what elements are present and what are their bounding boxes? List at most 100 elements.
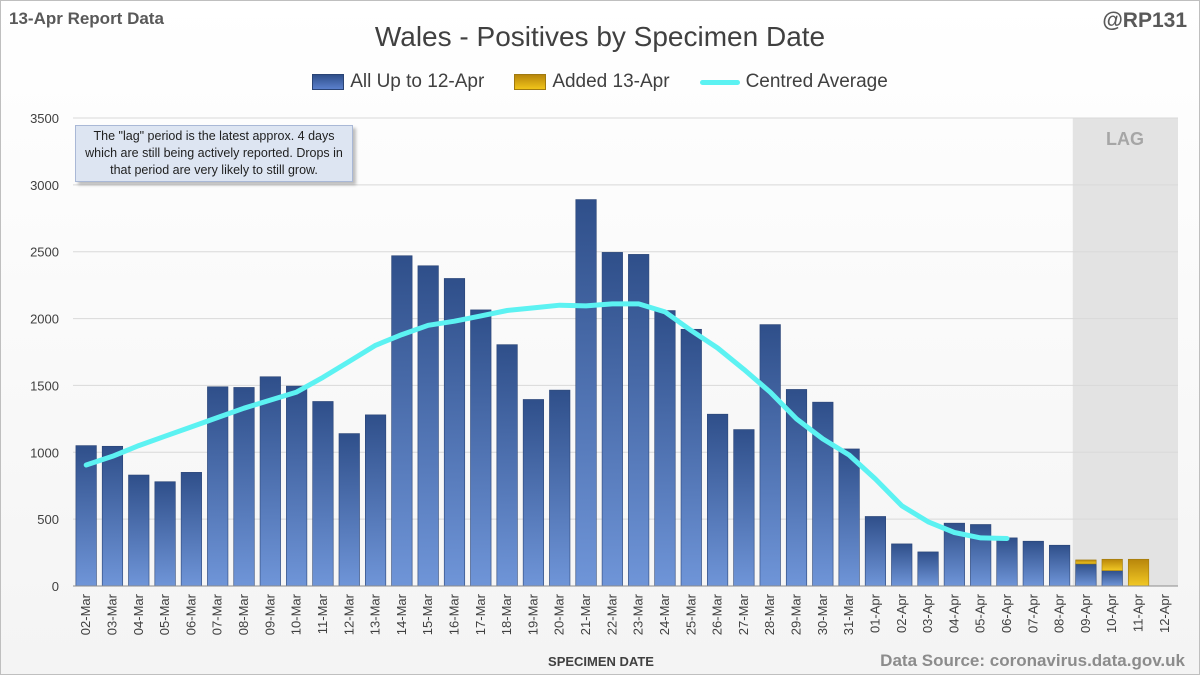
x-tick-label: 04-Mar <box>131 593 146 635</box>
x-tick-label: 02-Apr <box>894 593 909 633</box>
y-tick-label: 1000 <box>30 445 59 460</box>
bar-all <box>154 481 176 587</box>
bar-all <box>680 328 702 587</box>
bar-all <box>180 472 202 587</box>
bar-all <box>338 433 360 587</box>
legend-item-added: Added 13-Apr <box>514 71 670 93</box>
bar-all <box>312 401 334 587</box>
x-tick-label: 24-Mar <box>657 593 672 635</box>
x-tick-label: 28-Mar <box>762 593 777 635</box>
x-tick-label: 08-Apr <box>1052 593 1067 633</box>
y-tick-label: 500 <box>37 512 59 527</box>
x-tick-label: 12-Apr <box>1157 593 1172 633</box>
x-tick-label: 16-Mar <box>446 593 461 635</box>
report-label: 13-Apr Report Data <box>9 9 164 28</box>
chart-legend: All Up to 12-Apr Added 13-Apr Centred Av… <box>1 71 1199 93</box>
legend-swatch-blue <box>312 74 345 90</box>
x-tick-label: 10-Mar <box>289 593 304 635</box>
centred-average-line <box>83 301 1010 541</box>
x-tick-label: 14-Mar <box>394 593 409 635</box>
x-tick-label: 02-Mar <box>78 593 93 635</box>
bar-all <box>1101 570 1123 587</box>
bar-all <box>470 309 492 587</box>
bar-all <box>417 265 439 587</box>
x-tick-label: 20-Mar <box>552 593 567 635</box>
bar-all <box>101 445 124 587</box>
x-axis-title: SPECIMEN DATE <box>548 654 654 669</box>
x-tick-label: 10-Apr <box>1104 593 1119 633</box>
x-tick-label: 09-Apr <box>1078 593 1093 633</box>
lag-note: The "lag" period is the latest approx. 4… <box>75 125 353 182</box>
x-tick-label: 21-Mar <box>578 593 593 635</box>
x-tick-label: 07-Apr <box>1025 593 1040 633</box>
bar-all <box>891 543 913 587</box>
bar-all <box>575 199 597 587</box>
y-tick-label: 3000 <box>30 178 59 193</box>
x-tick-label: 22-Mar <box>604 593 619 635</box>
x-tick-label: 04-Apr <box>946 593 961 633</box>
y-tick-label: 3500 <box>30 111 59 126</box>
bar-all <box>864 516 887 587</box>
x-tick-label: 01-Apr <box>867 593 882 633</box>
x-tick-label: 17-Mar <box>473 593 488 635</box>
legend-label-average: Centred Average <box>745 71 888 92</box>
bar-all <box>549 389 571 587</box>
bar-all <box>259 376 281 587</box>
x-tick-label: 09-Mar <box>262 593 277 635</box>
x-tick-label: 26-Mar <box>710 593 725 635</box>
bar-all <box>759 324 781 587</box>
lag-label: LAG <box>1106 129 1144 149</box>
y-tick-label: 2000 <box>30 312 59 327</box>
bar-added <box>1101 558 1123 571</box>
x-tick-label: 11-Apr <box>1131 593 1146 632</box>
y-tick-label: 1500 <box>30 378 59 393</box>
bar-all <box>812 401 834 587</box>
x-tick-label: 03-Mar <box>104 593 119 635</box>
bar-all <box>654 310 676 587</box>
x-tick-label: 19-Mar <box>525 593 540 635</box>
y-tick-label: 0 <box>52 579 59 594</box>
x-tick-label: 27-Mar <box>736 593 751 635</box>
x-tick-label: 06-Apr <box>999 593 1014 633</box>
y-tick-label: 2500 <box>30 245 59 260</box>
bar-all <box>733 429 755 587</box>
bar-all <box>286 385 308 587</box>
bar-all <box>838 448 860 587</box>
x-tick-label: 08-Mar <box>236 593 251 635</box>
bar-all <box>707 413 729 587</box>
x-tick-label: 15-Mar <box>420 593 435 635</box>
x-tick-label: 11-Mar <box>315 593 330 634</box>
bar-added <box>1127 558 1150 587</box>
x-tick-label: 12-Mar <box>341 593 356 635</box>
x-tick-label: 25-Mar <box>683 593 698 635</box>
bar-all <box>917 551 939 587</box>
lag-region <box>1072 118 1178 586</box>
bar-all <box>364 414 387 587</box>
x-tick-label: 29-Mar <box>789 593 804 635</box>
x-tick-label: 05-Mar <box>157 593 172 635</box>
legend-swatch-gold <box>514 74 547 90</box>
bar-all <box>496 344 518 587</box>
x-tick-label: 18-Mar <box>499 593 514 635</box>
data-source: Data Source: coronavirus.data.gov.uk <box>880 651 1185 670</box>
x-tick-label: 05-Apr <box>973 593 988 633</box>
x-tick-label: 30-Mar <box>815 593 830 635</box>
legend-item-average: Centred Average <box>699 71 888 93</box>
bar-all <box>996 537 1018 587</box>
chart-title: Wales - Positives by Specimen Date <box>374 21 826 52</box>
legend-label-added: Added 13-Apr <box>552 71 670 92</box>
bar-all <box>1022 540 1044 587</box>
bar-all <box>1075 563 1097 587</box>
bar-all <box>1049 544 1071 587</box>
bar-all <box>391 255 413 587</box>
x-tick-label: 31-Mar <box>841 593 856 635</box>
x-tick-label: 06-Mar <box>183 593 198 635</box>
author-handle: @RP131 <box>1102 9 1187 32</box>
x-tick-label: 13-Mar <box>368 593 383 635</box>
bar-added <box>1075 559 1097 565</box>
legend-swatch-line <box>699 79 740 85</box>
x-tick-label: 23-Mar <box>631 593 646 635</box>
x-tick-label: 07-Mar <box>210 593 225 635</box>
